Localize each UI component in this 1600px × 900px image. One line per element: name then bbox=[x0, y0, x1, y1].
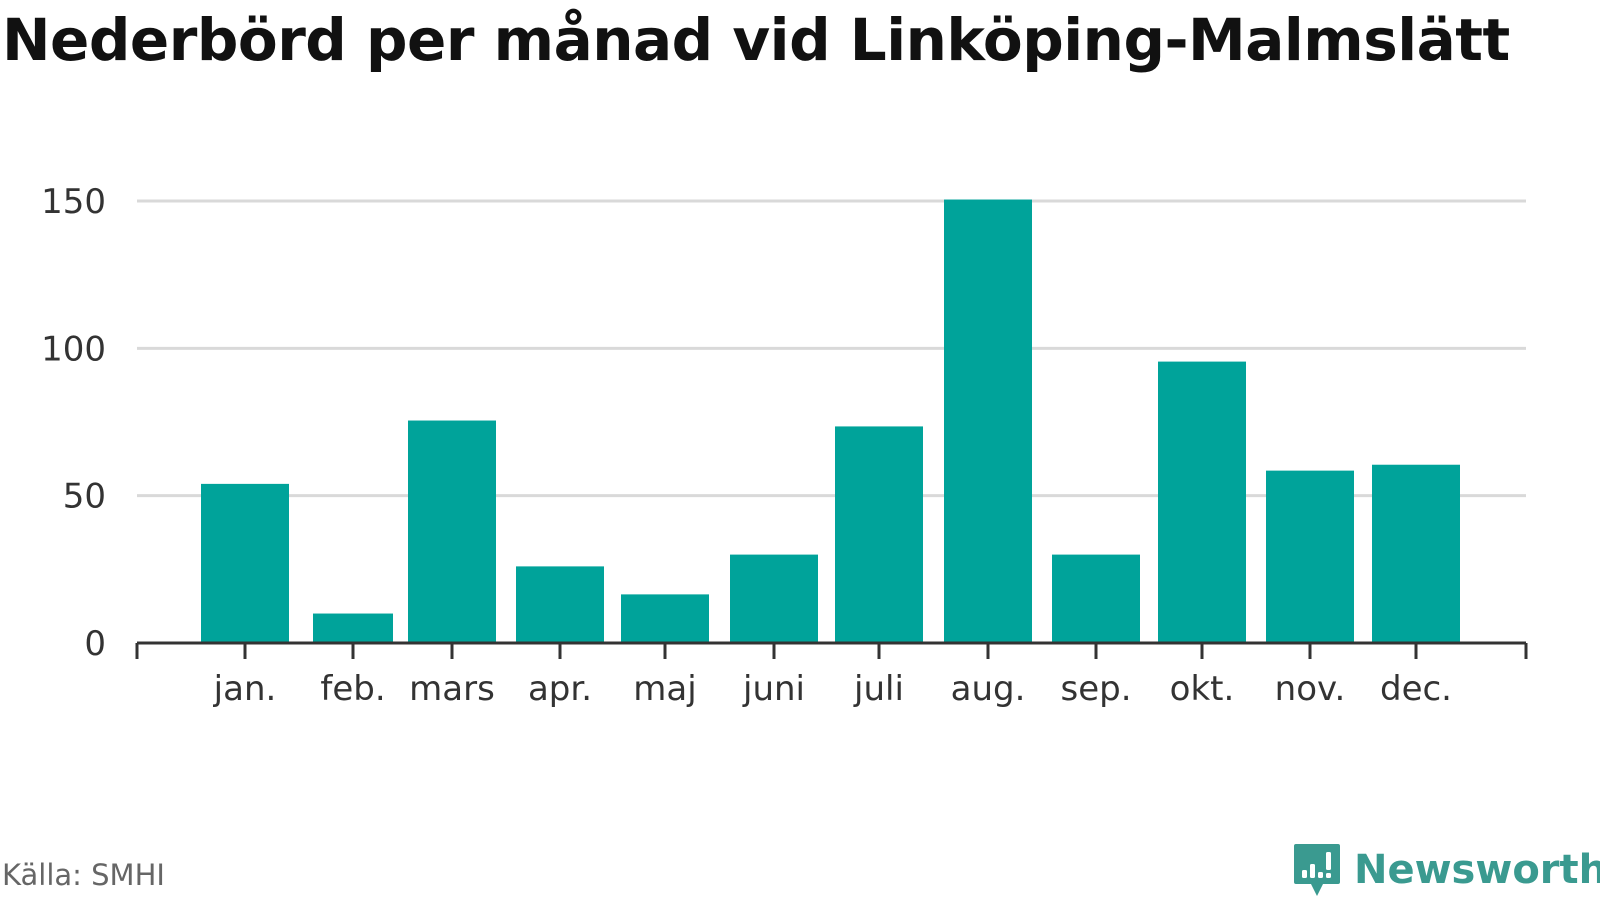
x-tick-label: mars bbox=[409, 669, 495, 709]
bar bbox=[1052, 554, 1140, 643]
brand-logo: Newsworthy bbox=[1292, 842, 1600, 898]
bar bbox=[621, 594, 709, 643]
bar bbox=[313, 613, 393, 643]
x-tick-label: juni bbox=[742, 669, 805, 709]
x-tick-label: apr. bbox=[528, 669, 592, 709]
x-tick-label: aug. bbox=[951, 669, 1026, 709]
x-axis-labels: jan. feb. mars apr. maj juni juli aug. sep. okt. n… bbox=[213, 669, 1452, 709]
bar-chart: 0 50 100 150 jan. feb. mars apr. maj juni juli aug… bbox=[41, 182, 1528, 709]
x-tick-label: sep. bbox=[1060, 669, 1131, 709]
bar bbox=[944, 199, 1032, 643]
bar bbox=[1266, 470, 1354, 643]
chart-title: Nederbörd per månad vid Linköping-Malmsl… bbox=[2, 6, 1510, 74]
y-tick-label: 0 bbox=[84, 624, 106, 664]
bar bbox=[408, 420, 496, 643]
x-tick-label: jan. bbox=[213, 669, 277, 709]
x-tick-label: juli bbox=[853, 669, 904, 709]
bar-chart-speech-bubble-icon bbox=[1294, 844, 1340, 896]
source-note: Källa: SMHI bbox=[2, 858, 165, 892]
y-tick-label: 150 bbox=[41, 182, 106, 222]
x-tick-label: dec. bbox=[1380, 669, 1452, 709]
bar bbox=[835, 426, 923, 643]
bar bbox=[1372, 464, 1460, 643]
bars bbox=[201, 199, 1460, 643]
x-tick-label: nov. bbox=[1275, 669, 1346, 709]
y-tick-label: 50 bbox=[63, 477, 106, 517]
x-tick-label: maj bbox=[633, 669, 696, 709]
x-tick-label: okt. bbox=[1170, 669, 1235, 709]
bar bbox=[516, 566, 604, 643]
x-axis bbox=[135, 641, 1528, 659]
bar bbox=[1158, 361, 1246, 643]
bar bbox=[201, 483, 289, 643]
y-axis-labels: 0 50 100 150 bbox=[41, 182, 106, 664]
gridlines bbox=[137, 199, 1526, 498]
brand-name: Newsworthy bbox=[1354, 847, 1600, 893]
bar bbox=[730, 554, 818, 643]
x-tick-label: feb. bbox=[320, 669, 385, 709]
y-tick-label: 100 bbox=[41, 329, 106, 369]
